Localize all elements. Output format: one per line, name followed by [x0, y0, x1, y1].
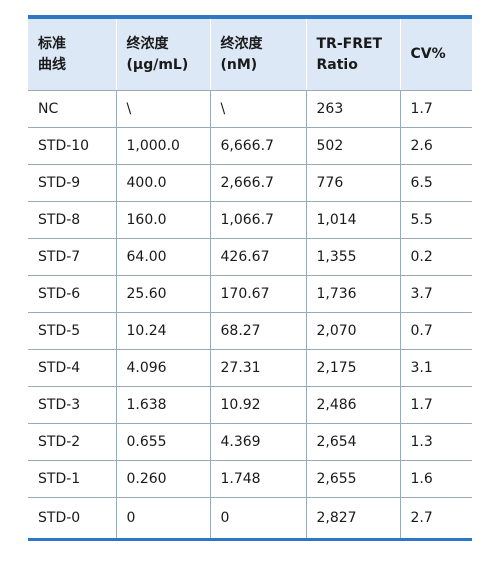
- cell-ratio: 2,486: [306, 386, 401, 424]
- header-row: 标准 曲线 终浓度 (μg/mL) 终浓度 (nM) TR-FRET Ratio…: [28, 19, 472, 91]
- cell-cv: 1.6: [400, 460, 472, 498]
- cell-standard: NC: [28, 90, 117, 128]
- cell-standard: STD-4: [28, 349, 117, 387]
- cell-conc-ugml: 0.655: [116, 423, 211, 461]
- table-row: STD-8 160.0 1,066.7 1,014 5.5: [28, 201, 472, 239]
- cell-standard: STD-0: [28, 497, 117, 538]
- table-row: STD-9 400.0 2,666.7 776 6.5: [28, 164, 472, 202]
- cell-standard: STD-10: [28, 127, 117, 165]
- table-row: NC \ \ 263 1.7: [28, 90, 472, 128]
- cell-conc-ugml: 160.0: [116, 201, 211, 239]
- table-row: STD-1 0.260 1.748 2,655 1.6: [28, 460, 472, 498]
- cell-ratio: 1,355: [306, 238, 401, 276]
- cell-conc-nm: 2,666.7: [210, 164, 307, 202]
- cell-conc-nm: 1.748: [210, 460, 307, 498]
- cell-conc-ugml: 0: [116, 497, 211, 538]
- header-final-conc-ugml: 终浓度 (μg/mL): [116, 19, 211, 91]
- cell-standard: STD-2: [28, 423, 117, 461]
- cell-standard: STD-3: [28, 386, 117, 424]
- header-tr-fret-ratio: TR-FRET Ratio: [306, 19, 401, 91]
- standard-curve-table-container: 标准 曲线 终浓度 (μg/mL) 终浓度 (nM) TR-FRET Ratio…: [28, 15, 472, 541]
- cell-cv: 6.5: [400, 164, 472, 202]
- table-row: STD-4 4.096 27.31 2,175 3.1: [28, 349, 472, 387]
- cell-conc-nm: 6,666.7: [210, 127, 307, 165]
- cell-standard: STD-5: [28, 312, 117, 350]
- header-final-conc-nm-line-2: (nM): [220, 56, 258, 73]
- cell-conc-nm: 1,066.7: [210, 201, 307, 239]
- cell-standard: STD-6: [28, 275, 117, 313]
- table-header: 标准 曲线 终浓度 (μg/mL) 终浓度 (nM) TR-FRET Ratio…: [28, 19, 472, 91]
- cell-cv: 1.3: [400, 423, 472, 461]
- table-row: STD-3 1.638 10.92 2,486 1.7: [28, 386, 472, 424]
- cell-conc-nm: 170.67: [210, 275, 307, 313]
- cell-conc-nm: 10.92: [210, 386, 307, 424]
- cell-standard: STD-8: [28, 201, 117, 239]
- header-standard-curve-line-1: 标准: [38, 35, 66, 52]
- cell-conc-nm: 27.31: [210, 349, 307, 387]
- header-standard-curve-line-2: 曲线: [38, 56, 66, 73]
- cell-conc-ugml: 10.24: [116, 312, 211, 350]
- cell-standard: STD-9: [28, 164, 117, 202]
- cell-conc-ugml: 1,000.0: [116, 127, 211, 165]
- table-row: STD-2 0.655 4.369 2,654 1.3: [28, 423, 472, 461]
- standard-curve-table: 标准 曲线 终浓度 (μg/mL) 终浓度 (nM) TR-FRET Ratio…: [28, 19, 472, 538]
- table-row: STD-7 64.00 426.67 1,355 0.2: [28, 238, 472, 276]
- cell-cv: 0.2: [400, 238, 472, 276]
- cell-conc-ugml: 1.638: [116, 386, 211, 424]
- cell-standard: STD-7: [28, 238, 117, 276]
- header-final-conc-nm: 终浓度 (nM): [210, 19, 307, 91]
- cell-ratio: 263: [306, 90, 401, 128]
- cell-cv: 2.6: [400, 127, 472, 165]
- header-final-conc-ugml-line-1: 终浓度: [126, 35, 169, 52]
- cell-conc-nm: 0: [210, 497, 307, 538]
- cell-conc-ugml: 0.260: [116, 460, 211, 498]
- table-row: STD-6 25.60 170.67 1,736 3.7: [28, 275, 472, 313]
- cell-conc-nm: 68.27: [210, 312, 307, 350]
- header-cv: CV%: [400, 19, 472, 91]
- cell-conc-nm: 4.369: [210, 423, 307, 461]
- cell-conc-ugml: 64.00: [116, 238, 211, 276]
- cell-ratio: 1,736: [306, 275, 401, 313]
- table-row: STD-5 10.24 68.27 2,070 0.7: [28, 312, 472, 350]
- cell-cv: 1.7: [400, 90, 472, 128]
- table-top-rule: [28, 15, 472, 19]
- cell-conc-nm: 426.67: [210, 238, 307, 276]
- header-standard-curve: 标准 曲线: [28, 19, 117, 91]
- cell-standard: STD-1: [28, 460, 117, 498]
- cell-ratio: 2,655: [306, 460, 401, 498]
- cell-ratio: 2,070: [306, 312, 401, 350]
- cell-ratio: 1,014: [306, 201, 401, 239]
- cell-conc-ugml: 25.60: [116, 275, 211, 313]
- cell-cv: 0.7: [400, 312, 472, 350]
- header-cv-line-1: CV%: [410, 46, 446, 62]
- cell-cv: 3.1: [400, 349, 472, 387]
- table-bottom-rule: [28, 538, 472, 541]
- cell-cv: 2.7: [410, 510, 433, 526]
- cell-cv: 1.7: [400, 386, 472, 424]
- cell-cv: 5.5: [400, 201, 472, 239]
- header-tr-fret-ratio-line-2: Ratio: [316, 56, 358, 73]
- cell-ratio: 502: [306, 127, 401, 165]
- header-tr-fret-ratio-line-1: TR-FRET: [316, 35, 383, 52]
- header-final-conc-ugml-line-2: (μg/mL): [126, 56, 189, 73]
- cell-conc-nm: \: [210, 90, 307, 128]
- cell-conc-ugml: 4.096: [116, 349, 211, 387]
- table-body: NC \ \ 263 1.7 STD-10 1,000.0 6,666.7 50…: [28, 90, 472, 538]
- cell-conc-ugml: \: [116, 90, 211, 128]
- cell-ratio: 2,654: [306, 423, 401, 461]
- table-row: STD-10 1,000.0 6,666.7 502 2.6: [28, 127, 472, 165]
- header-final-conc-nm-line-1: 终浓度: [220, 35, 263, 52]
- cell-conc-ugml: 400.0: [116, 164, 211, 202]
- cell-ratio: 2,827: [306, 497, 401, 538]
- cell-cv: 3.7: [400, 275, 472, 313]
- cell-ratio: 2,175: [306, 349, 401, 387]
- table-row: STD-0 0 0 2,827 2.7: [28, 497, 472, 538]
- cell-ratio: 776: [306, 164, 401, 202]
